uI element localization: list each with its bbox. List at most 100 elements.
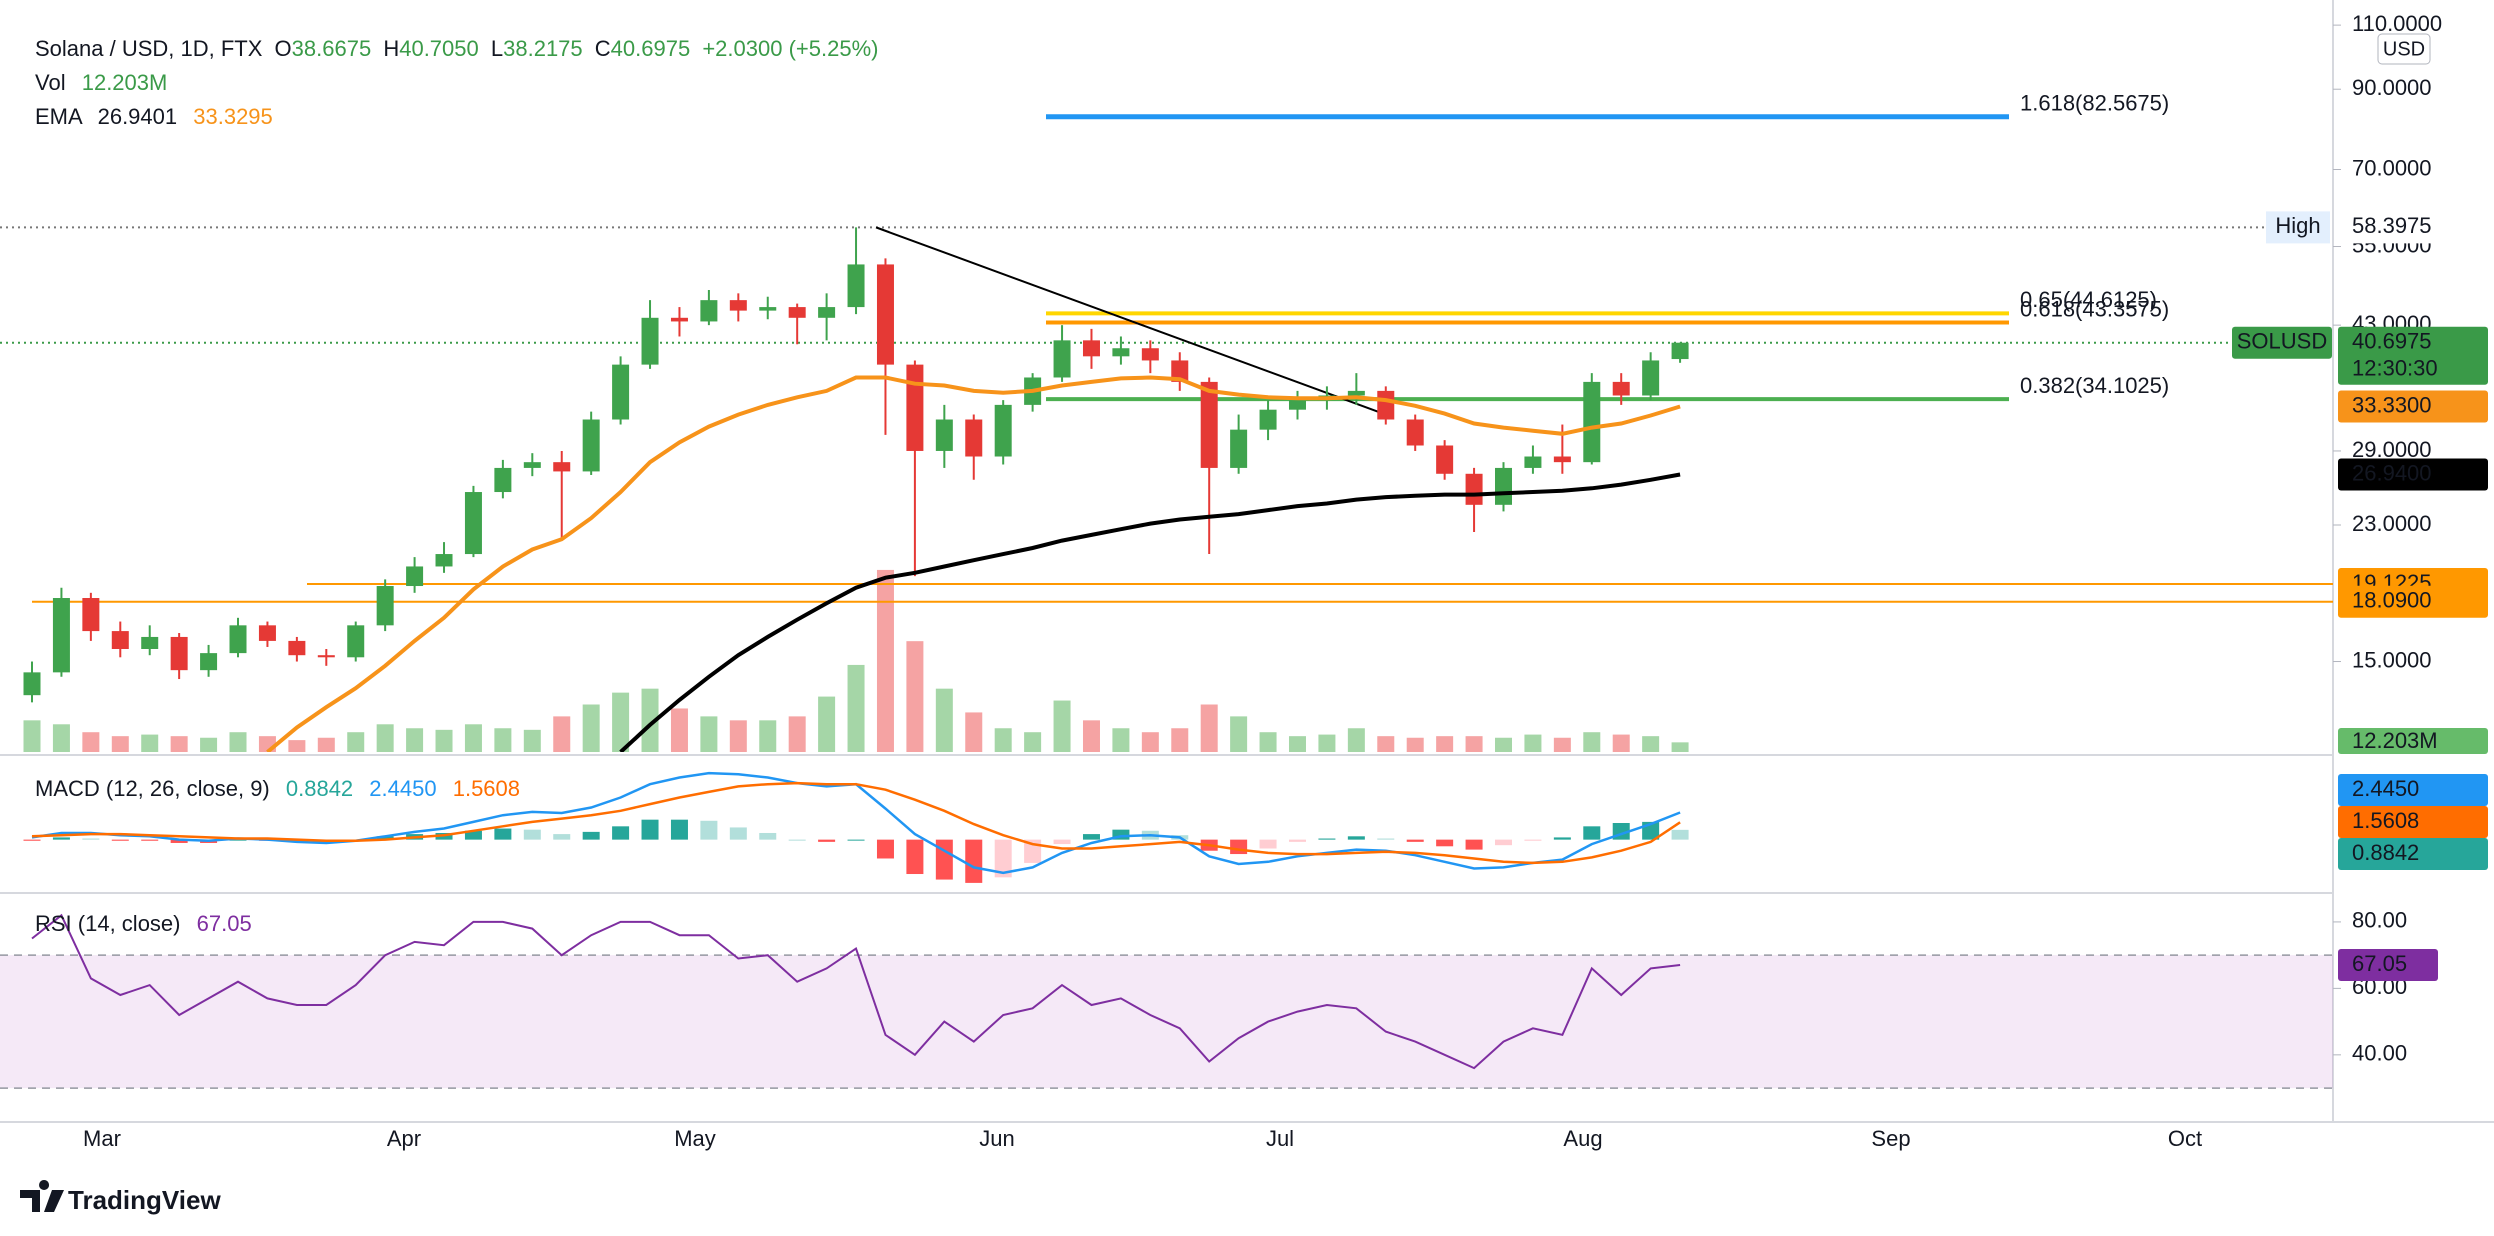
x-tick-label: Aug bbox=[1563, 1126, 1602, 1151]
signal-value: 1.5608 bbox=[453, 776, 520, 801]
y-tick-label: 70.0000 bbox=[2352, 155, 2432, 180]
macd-histogram-bar bbox=[965, 839, 983, 883]
volume-bar bbox=[994, 728, 1012, 752]
logo: TradingView bbox=[20, 1180, 221, 1215]
overlay: 110.000090.000070.000055.000043.000029.0… bbox=[0, 11, 2488, 1151]
candle-body bbox=[935, 419, 953, 451]
candle-body bbox=[729, 300, 747, 311]
rsi-badge: 67.05 bbox=[2352, 951, 2407, 976]
signal-badge: 1.5608 bbox=[2352, 808, 2419, 833]
volume-bar bbox=[818, 696, 836, 752]
y-tick-label: 90.0000 bbox=[2352, 75, 2432, 100]
macd-badge: 2.4450 bbox=[2352, 776, 2419, 801]
rsi-title: RSI (14, close) bbox=[35, 911, 181, 936]
candle-body bbox=[612, 364, 630, 420]
volume-bar bbox=[1230, 716, 1248, 752]
volume-bar bbox=[847, 664, 865, 752]
macd-histogram-bar bbox=[788, 839, 806, 841]
macd-histogram-bar bbox=[670, 819, 688, 840]
volume-bar bbox=[1406, 737, 1424, 752]
candle-body bbox=[435, 554, 453, 567]
macd-histogram-bar bbox=[1671, 829, 1689, 840]
volume-bar bbox=[1171, 728, 1189, 752]
macd-histogram-bar bbox=[523, 829, 541, 840]
candle-body bbox=[1288, 400, 1306, 410]
volume-bar bbox=[1671, 742, 1689, 752]
volume-bar bbox=[523, 729, 541, 752]
h-label: H bbox=[383, 36, 399, 61]
y-tick-label: 15.0000 bbox=[2352, 647, 2432, 672]
change: +2.0300 (+5.25%) bbox=[702, 36, 878, 61]
candle-body bbox=[1053, 340, 1071, 378]
high-value: 58.3975 bbox=[2352, 213, 2432, 238]
o-label: O bbox=[275, 36, 292, 61]
candle-body bbox=[1406, 419, 1424, 446]
volume-bar bbox=[288, 740, 306, 752]
volume-bar bbox=[82, 732, 100, 752]
x-tick-label: May bbox=[674, 1126, 716, 1151]
volume-bar bbox=[1465, 736, 1483, 752]
macd-histogram-bar bbox=[1436, 839, 1454, 847]
macd-histogram-bar bbox=[906, 839, 924, 875]
volume-bar bbox=[435, 729, 453, 752]
candle-body bbox=[200, 653, 218, 671]
price-pane bbox=[0, 114, 2333, 752]
macd-badge-box bbox=[2338, 774, 2488, 806]
candle-body bbox=[582, 419, 600, 472]
candle-body bbox=[1141, 348, 1159, 361]
candle-body bbox=[111, 631, 129, 649]
volume-bar bbox=[1288, 736, 1306, 752]
level-badge: 18.0900 bbox=[2352, 588, 2432, 613]
candle-body bbox=[494, 467, 512, 493]
signal-badge-box bbox=[2338, 806, 2488, 838]
candle-body bbox=[258, 625, 276, 641]
macd-histogram-bar bbox=[612, 826, 630, 840]
rsi-header: RSI (14, close) 67.05 bbox=[35, 911, 252, 936]
candle-body bbox=[347, 625, 365, 658]
candle-body bbox=[229, 625, 247, 654]
histogram-badge-box bbox=[2338, 838, 2488, 870]
ema-line bbox=[619, 472, 1681, 752]
volume-bar bbox=[1082, 720, 1100, 752]
rsi-tick-label: 40.00 bbox=[2352, 1041, 2407, 1066]
volume-bar bbox=[553, 716, 571, 752]
ema-label: EMA bbox=[35, 104, 83, 129]
volume-bar bbox=[1436, 736, 1454, 752]
c-value: 40.6975 bbox=[611, 36, 691, 61]
candle-body bbox=[700, 300, 718, 322]
macd-histogram-bar bbox=[1465, 839, 1483, 850]
level-badge-box bbox=[2338, 585, 2488, 618]
macd-histogram-bar bbox=[376, 836, 394, 840]
volume-bar bbox=[347, 732, 365, 752]
volume-bar bbox=[1200, 704, 1218, 752]
macd-value: 2.4450 bbox=[369, 776, 436, 801]
macd-histogram-bar bbox=[553, 834, 571, 840]
candle-body bbox=[317, 655, 335, 658]
volume-bar bbox=[1524, 734, 1542, 752]
candle-body bbox=[1612, 381, 1630, 396]
macd-histogram-bar bbox=[847, 839, 865, 841]
h-value: 40.7050 bbox=[399, 36, 479, 61]
volume-bar bbox=[582, 704, 600, 752]
symbol: Solana / USD, 1D, FTX bbox=[35, 36, 263, 61]
volume-bar bbox=[464, 724, 482, 752]
volume-bar bbox=[1583, 732, 1601, 752]
candle-body bbox=[82, 598, 100, 632]
volume-bar bbox=[759, 720, 777, 752]
c-label: C bbox=[595, 36, 611, 61]
macd-histogram-bar bbox=[1406, 839, 1424, 842]
countdown: 12:30:30 bbox=[2352, 356, 2438, 381]
macd-title: MACD (12, 26, close, 9) bbox=[35, 776, 270, 801]
candle-body bbox=[1259, 409, 1277, 430]
l-value: 38.2175 bbox=[503, 36, 583, 61]
candle-body bbox=[1671, 342, 1689, 360]
currency: USD bbox=[2383, 38, 2425, 60]
volume-bar bbox=[229, 732, 247, 752]
macd-histogram-bar bbox=[729, 827, 747, 840]
candle-body bbox=[965, 419, 983, 457]
volume-bar bbox=[1053, 700, 1071, 752]
macd-histogram-bar bbox=[82, 838, 100, 840]
ema-value: 33.3295 bbox=[193, 104, 273, 129]
volume-bar bbox=[788, 716, 806, 752]
fib-label: 0.618(43.3575) bbox=[2020, 296, 2169, 321]
